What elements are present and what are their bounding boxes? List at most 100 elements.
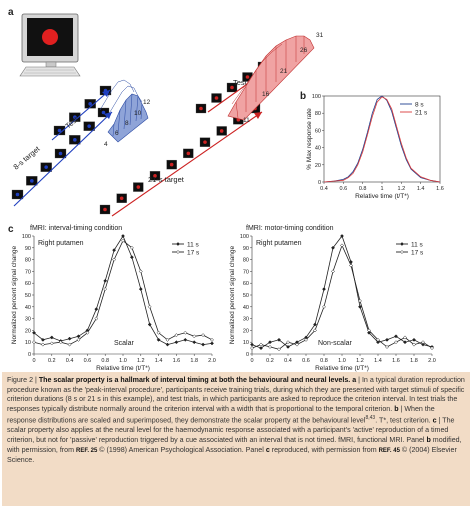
y-tick-label: 50: [243, 293, 249, 299]
left-trial-number: 4: [104, 141, 108, 148]
data-point: [112, 248, 117, 253]
caption-title: The scalar property is a hallmark of int…: [38, 376, 351, 384]
data-point: [340, 243, 344, 248]
caption-part-c-b: b: [426, 435, 431, 444]
right-target-arrowhead: [254, 112, 262, 119]
caption-part-c-text4: reproduced, with permission from: [269, 445, 379, 454]
data-point: [367, 328, 371, 333]
caption-part-c-text: | The scalar property also applies at th…: [7, 416, 455, 444]
y-tick-label: 40: [25, 305, 31, 311]
stimulus-screen: [97, 107, 110, 118]
stimulus-screen: [99, 204, 111, 215]
data-point: [138, 287, 143, 292]
data-point: [32, 330, 36, 335]
stimulus-screen: [166, 159, 177, 170]
data-point: [394, 334, 398, 339]
data-point: [376, 337, 380, 342]
legend-marker: [400, 242, 404, 246]
x-tick-label: 1.4: [374, 358, 382, 364]
data-point: [201, 333, 206, 338]
panel-c-left-chart: 0 0.2 0.4 0.6 0.8 1.0 1.2 1.4 1.6 1.8 2.0 0 10 20 30 40…: [11, 234, 216, 372]
x-tick-label: 2.0: [428, 358, 436, 364]
panel-b-label: b: [300, 91, 306, 102]
data-point: [259, 342, 263, 347]
y-tick-label: 30: [243, 317, 249, 323]
stimulus-dot: [87, 124, 91, 128]
data-point: [394, 340, 398, 345]
data-point: [85, 330, 90, 335]
legend-label: 11 s: [187, 242, 200, 249]
left-test-arrowhead: [102, 90, 110, 97]
data-point: [165, 342, 170, 347]
x-tick-label: 0.4: [320, 186, 328, 192]
y-tick-label: 90: [243, 246, 249, 252]
data-point: [138, 269, 143, 274]
data-point: [183, 330, 188, 335]
left-trial-number: 12: [143, 99, 151, 106]
data-point: [192, 334, 197, 339]
stimulus-screen: [11, 189, 24, 200]
data-point: [295, 342, 299, 347]
y-tick-label: 40: [243, 305, 249, 311]
x-tick-label: 0: [32, 358, 35, 364]
stimulus-screen: [149, 171, 161, 181]
stimulus-dot: [136, 185, 141, 189]
stimulus-dot: [30, 179, 34, 183]
stimulus-dot: [119, 196, 124, 201]
data-point: [313, 328, 317, 333]
caption-part-b-label: b: [392, 404, 399, 413]
stimulus-dot: [103, 207, 107, 212]
left-response-histogram: [99, 79, 149, 143]
data-point: [385, 344, 389, 349]
y-tick-label: 80: [25, 258, 31, 264]
caption-ref2: REF. 45: [378, 447, 400, 454]
caption-part-b-text2: . T*, test criterion.: [375, 416, 431, 425]
stimulus-screen: [195, 103, 207, 114]
data-point: [156, 330, 161, 335]
left-test-arrow: [51, 89, 111, 141]
data-point: [268, 344, 272, 349]
data-point: [40, 337, 45, 342]
y-tick-label: 100: [22, 234, 31, 240]
y-tick-label: 90: [25, 246, 31, 252]
y-tick-label: 20: [243, 328, 249, 334]
x-axis-label: Relative time (t/T*): [96, 365, 150, 372]
stimulus-dot: [230, 85, 234, 90]
data-point: [358, 304, 362, 309]
legend-label: 17 s: [187, 250, 200, 257]
data-point: [331, 245, 335, 250]
data-point: [129, 245, 134, 250]
y-tick-label: 70: [25, 269, 31, 275]
data-point: [250, 342, 254, 347]
data-point: [376, 340, 380, 345]
data-point: [421, 340, 425, 345]
x-tick-label: 1.6: [392, 358, 400, 364]
legend-marker: [176, 242, 180, 246]
stimulus-dot: [153, 174, 157, 178]
legend-label: 11 s: [411, 242, 424, 249]
caption-part-a-label: a: [350, 376, 357, 384]
y-tick-label: 100: [312, 94, 321, 100]
data-point: [358, 298, 362, 303]
scalar-annotation: Scalar: [114, 340, 135, 347]
data-point: [121, 238, 125, 243]
data-point: [192, 340, 197, 345]
region-label: Right putamen: [38, 240, 84, 247]
stimulus-screen: [83, 121, 95, 131]
data-point: [322, 287, 326, 292]
x-tick-label: 1.8: [410, 358, 418, 364]
right-trial-number: 16: [262, 91, 270, 98]
data-point: [94, 316, 99, 321]
caption-part-a-text: | In a typical duration reproduction pro…: [7, 376, 465, 413]
stimulus-dot: [88, 102, 92, 106]
stimulus-screen: [216, 126, 227, 136]
x-tick-label: 0.4: [284, 358, 292, 364]
data-point: [403, 340, 407, 345]
stimulus-dot: [58, 151, 63, 156]
panel-c-left-title: fMRI: interval-timing condition: [30, 225, 122, 232]
stimulus-screen: [69, 112, 81, 122]
caption-part-b-refs: 8,43: [365, 415, 376, 422]
y-tick-label: 10: [243, 340, 249, 346]
y-tick-label: 80: [315, 111, 321, 117]
